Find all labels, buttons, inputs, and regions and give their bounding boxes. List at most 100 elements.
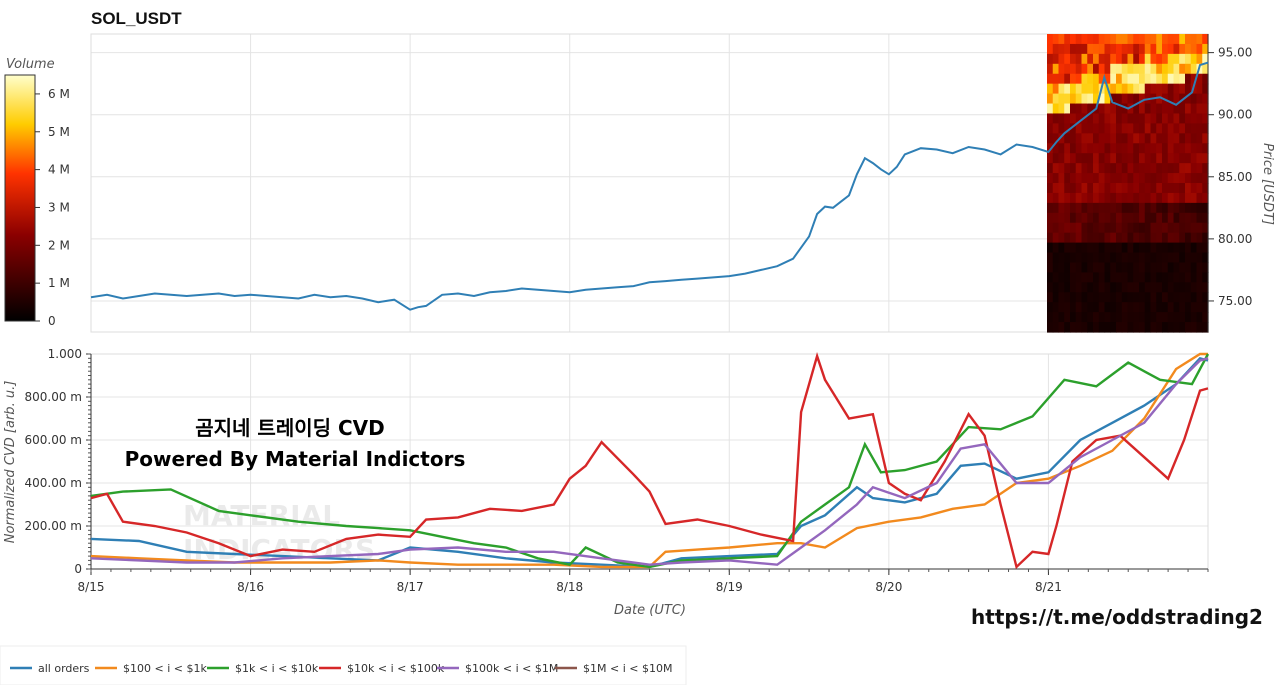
price-tick-label: 75.00 — [1218, 294, 1252, 308]
heatmap-cell — [1133, 43, 1140, 55]
heatmap-cell — [1139, 292, 1146, 303]
heatmap-cell — [1144, 53, 1152, 65]
heatmap-cell — [1185, 232, 1192, 244]
heatmap-cell — [1127, 153, 1134, 164]
heatmap-cell — [1104, 34, 1111, 45]
heatmap-cell — [1202, 302, 1209, 313]
heatmap-cell — [1179, 192, 1186, 204]
heatmap-cell — [1087, 262, 1094, 273]
heatmap-cell — [1098, 103, 1106, 115]
heatmap-cell — [1190, 103, 1198, 115]
telegram-link[interactable]: https://t.me/oddstrading2 — [971, 605, 1263, 629]
heatmap-cell — [1190, 183, 1198, 194]
heatmap-cell — [1162, 322, 1169, 333]
heatmap-cell — [1110, 53, 1117, 65]
heatmap-cell — [1196, 113, 1203, 124]
heatmap-cell — [1150, 292, 1157, 303]
heatmap-cell — [1139, 83, 1146, 95]
heatmap-cell — [1173, 322, 1180, 333]
heatmap-cell — [1087, 103, 1094, 115]
heatmap-cell — [1121, 222, 1129, 234]
heatmap-cell — [1064, 202, 1071, 214]
heatmap-cell — [1185, 292, 1192, 303]
heatmap-cell — [1179, 73, 1186, 85]
heatmap-cell — [1064, 262, 1071, 273]
heatmap-cell — [1070, 252, 1077, 264]
heatmap-cell — [1058, 43, 1065, 55]
heatmap-cell — [1104, 173, 1111, 184]
cvd-tick-label: 800.00 m — [25, 390, 83, 404]
heatmap-cell — [1052, 252, 1060, 264]
heatmap-cell — [1093, 272, 1100, 283]
heatmap-cell — [1070, 212, 1077, 224]
heatmap-cell — [1144, 34, 1152, 45]
heatmap-cell — [1121, 103, 1129, 115]
heatmap-cell — [1133, 262, 1140, 273]
heatmap-cell — [1167, 63, 1175, 75]
heatmap-cell — [1070, 34, 1077, 45]
heatmap-cell — [1167, 113, 1175, 124]
heatmap-cell — [1052, 312, 1060, 323]
heatmap-cell — [1070, 163, 1077, 174]
heatmap-cell — [1127, 34, 1134, 45]
heatmap-cell — [1173, 163, 1180, 174]
heatmap-cell — [1133, 232, 1140, 244]
heatmap-cell — [1127, 262, 1134, 273]
heatmap-cell — [1081, 272, 1088, 283]
heatmap-cell — [1058, 143, 1065, 154]
heatmap-cell — [1173, 113, 1180, 124]
heatmap-cell — [1098, 312, 1106, 323]
price-axis-label: Price [USDT] — [1260, 143, 1275, 225]
heatmap-cell — [1127, 103, 1134, 115]
price-tick-label: 85.00 — [1218, 170, 1252, 184]
heatmap-cell — [1047, 212, 1054, 224]
heatmap-cell — [1058, 252, 1065, 264]
heatmap-cell — [1070, 262, 1077, 273]
heatmap-cell — [1047, 34, 1054, 45]
heatmap-cell — [1162, 103, 1169, 115]
heatmap-cell — [1064, 73, 1071, 85]
heatmap-cell — [1133, 143, 1140, 154]
heatmap-cell — [1087, 322, 1094, 333]
heatmap-cell — [1110, 272, 1117, 283]
heatmap-cell — [1070, 83, 1077, 95]
heatmap-cell — [1121, 123, 1129, 134]
heatmap-cell — [1121, 252, 1129, 264]
heatmap-cell — [1167, 34, 1175, 45]
heatmap-cell — [1196, 133, 1203, 144]
heatmap-cell — [1202, 173, 1209, 184]
heatmap-cell — [1058, 222, 1065, 234]
heatmap-cell — [1075, 83, 1083, 95]
heatmap-cell — [1070, 123, 1077, 134]
heatmap-cell — [1162, 73, 1169, 85]
heatmap-cell — [1196, 272, 1203, 283]
heatmap-cell — [1058, 83, 1065, 95]
heatmap-cell — [1173, 34, 1180, 45]
heatmap-cell — [1087, 242, 1094, 254]
heatmap-cell — [1202, 153, 1209, 164]
heatmap-cell — [1098, 34, 1106, 45]
heatmap-cell — [1052, 93, 1060, 105]
heatmap-cell — [1058, 93, 1065, 105]
heatmap-cell — [1167, 252, 1175, 264]
heatmap-cell — [1047, 302, 1054, 313]
heatmap-cell — [1167, 322, 1175, 333]
heatmap-cell — [1064, 113, 1071, 124]
heatmap-cell — [1116, 83, 1123, 95]
heatmap-cell — [1110, 202, 1117, 214]
heatmap-cell — [1093, 93, 1100, 105]
heatmap-cell — [1139, 63, 1146, 75]
heatmap-cell — [1121, 322, 1129, 333]
heatmap-cell — [1110, 143, 1117, 154]
heatmap-cell — [1144, 312, 1152, 323]
heatmap-cell — [1162, 43, 1169, 55]
heatmap-cell — [1116, 252, 1123, 264]
heatmap-cell — [1133, 183, 1140, 194]
heatmap-cell — [1116, 123, 1123, 134]
heatmap-cell — [1104, 272, 1111, 283]
heatmap-cell — [1064, 123, 1071, 134]
heatmap-cell — [1121, 282, 1129, 293]
heatmap-cell — [1052, 173, 1060, 184]
heatmap-cell — [1121, 262, 1129, 273]
heatmap-cell — [1144, 73, 1152, 85]
